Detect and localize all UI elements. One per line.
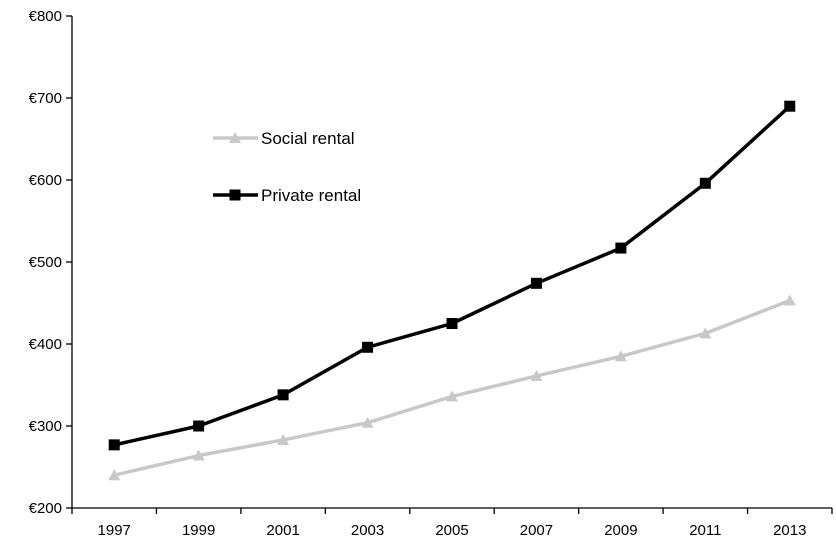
x-tick-label: 2003	[351, 522, 384, 539]
legend-item-social-rental: Social rental	[213, 129, 355, 148]
axes	[71, 16, 832, 509]
data-point	[615, 242, 627, 254]
y-tick-label: €400	[29, 336, 62, 353]
x-tick-label: 2001	[266, 522, 299, 539]
data-point	[192, 449, 205, 461]
y-tick-label: €600	[29, 172, 62, 189]
y-tick-label: €500	[29, 254, 62, 271]
data-point	[446, 318, 458, 329]
y-tick-label: €700	[29, 90, 62, 107]
x-tick-label: 2005	[435, 522, 468, 539]
data-point	[614, 350, 627, 362]
data-point	[784, 100, 796, 112]
legend-item-private-rental: Private rental	[213, 186, 361, 205]
data-point	[361, 416, 374, 428]
x-tick-label: 2009	[604, 522, 637, 539]
data-point	[277, 389, 289, 401]
x-tick-label: 2007	[520, 522, 553, 539]
x-tick-label: 2013	[773, 522, 806, 539]
legend-label: Social rental	[261, 129, 355, 148]
data-point	[362, 341, 374, 353]
data-point	[277, 433, 290, 445]
legend: Social rental Private rental	[213, 129, 361, 205]
x-tick-label: 1997	[98, 522, 131, 539]
data-point	[783, 294, 796, 306]
y-tick-label: €300	[29, 418, 62, 435]
data-point	[193, 420, 205, 432]
x-axis-ticks: 1997 1999 2001 2003 2005 2007 2009 2011 2013	[71, 508, 833, 539]
series-private-rental	[108, 100, 796, 451]
data-point	[108, 439, 120, 451]
series-group	[108, 100, 796, 481]
x-tick-label: 1999	[182, 522, 215, 539]
y-tick-label: €800	[29, 8, 62, 25]
data-point	[699, 177, 711, 189]
legend-marker	[229, 132, 241, 143]
series-social-rental	[108, 294, 796, 481]
data-point	[530, 277, 542, 289]
y-tick-label: €200	[29, 500, 62, 517]
y-axis-ticks: €200 €300 €400 €500 €600 €700 €800	[29, 8, 72, 517]
data-point	[530, 369, 543, 381]
data-point	[446, 390, 458, 402]
legend-label: Private rental	[261, 186, 361, 205]
x-tick-label: 2011	[689, 522, 721, 539]
legend-marker	[229, 189, 241, 201]
data-point	[108, 469, 121, 481]
data-point	[699, 327, 712, 339]
